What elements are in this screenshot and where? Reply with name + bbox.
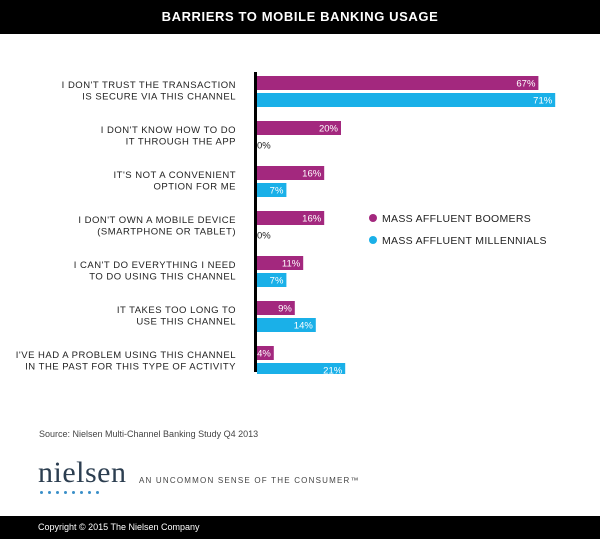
data-label: 16% [302, 214, 322, 225]
bar-millennials [257, 363, 346, 374]
data-label: 71% [533, 96, 553, 107]
category-label: OPTION FOR ME [154, 182, 237, 193]
legend-dot-boomers [369, 214, 377, 222]
category-label: I DON'T KNOW HOW TO DO [101, 125, 236, 136]
bar-boomers [257, 76, 539, 90]
category-label: IT'S NOT A CONVENIENT [114, 170, 236, 181]
category-label: IT THROUGH THE APP [126, 137, 236, 148]
data-label: 67% [516, 79, 536, 90]
copyright-text: Copyright © 2015 The Nielsen Company [38, 522, 200, 532]
category-label: IT TAKES TOO LONG TO [117, 305, 236, 316]
category-label: I DON'T TRUST THE TRANSACTION [62, 80, 236, 91]
source-note: Source: Nielsen Multi-Channel Banking St… [39, 429, 259, 439]
data-label: 20% [319, 124, 339, 135]
chart-title: BARRIERS TO MOBILE BANKING USAGE [161, 9, 439, 24]
data-label: 9% [278, 304, 292, 315]
bar-millennials [257, 183, 287, 197]
data-label: 21% [323, 366, 343, 375]
data-label: 7% [270, 276, 284, 287]
data-label: 0% [257, 231, 271, 242]
bar-boomers [257, 121, 341, 135]
legend-item-millennials: MASS AFFLUENT MILLENNIALS [369, 235, 547, 247]
logo-dots [40, 491, 99, 494]
bar-boomers [257, 166, 325, 180]
legend-label-millennials: MASS AFFLUENT MILLENNIALS [382, 235, 547, 247]
bar-boomers [257, 256, 304, 270]
category-label: (SMARTPHONE OR TABLET) [97, 227, 236, 238]
nielsen-logo: nielsen [38, 456, 127, 489]
bar-boomers [257, 211, 325, 225]
data-label: 0% [257, 141, 271, 152]
category-label: IN THE PAST FOR THIS TYPE OF ACTIVITY [25, 362, 236, 373]
y-axis-line [254, 72, 257, 372]
legend-dot-millennials [369, 236, 377, 244]
category-label: TO DO USING THIS CHANNEL [89, 272, 236, 283]
data-label: 16% [302, 169, 322, 180]
legend-item-boomers: MASS AFFLUENT BOOMERS [369, 213, 531, 225]
bar-millennials [257, 93, 556, 107]
bar-millennials [257, 273, 287, 287]
bar-boomers [257, 301, 295, 315]
legend-label-boomers: MASS AFFLUENT BOOMERS [382, 213, 532, 225]
data-label: 7% [270, 186, 284, 197]
category-label: I'VE HAD A PROBLEM USING THIS CHANNEL [16, 350, 236, 361]
data-label: 11% [282, 259, 301, 270]
header-band [0, 0, 600, 34]
category-label: I DON'T OWN A MOBILE DEVICE [78, 215, 236, 226]
bar-millennials [257, 318, 316, 332]
category-label: I CAN'T DO EVERYTHING I NEED [74, 260, 236, 271]
bar-boomers [257, 346, 274, 360]
tagline: AN UNCOMMON SENSE OF THE CONSUMER™ [139, 476, 360, 485]
category-label: IS SECURE VIA THIS CHANNEL [82, 92, 236, 103]
category-label: USE THIS CHANNEL [136, 317, 236, 328]
data-label: 14% [294, 321, 314, 332]
data-label: 4% [257, 349, 271, 360]
footer-band [0, 516, 600, 539]
